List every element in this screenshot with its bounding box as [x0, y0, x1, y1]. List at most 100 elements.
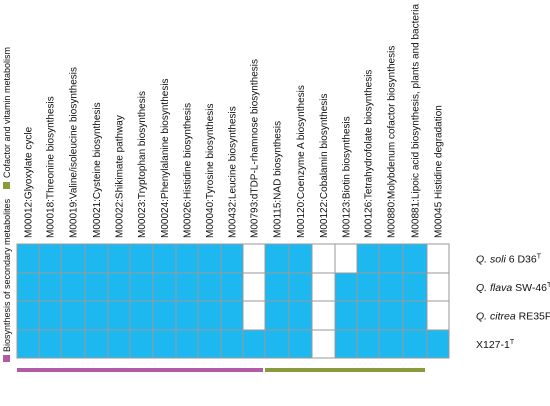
heatmap-cell: [378, 300, 404, 331]
column-label: M00019:Valine/isoleucine biosynthesis: [69, 67, 80, 238]
row-label: X127-1T: [476, 339, 515, 351]
heatmap-cell: [264, 243, 290, 274]
heatmap-cell: [107, 300, 131, 331]
heatmap-cell: [152, 300, 177, 331]
heatmap-cell: [197, 243, 222, 274]
heatmap-cell: [264, 300, 290, 331]
heatmap-cell: [152, 272, 177, 302]
heatmap-cell: [356, 300, 380, 331]
heatmap-cell: [16, 272, 40, 302]
heatmap-cell: [60, 272, 86, 302]
column-group-bar: [17, 368, 263, 372]
heatmap-cell: [264, 329, 290, 359]
heatmap-cell: [129, 300, 154, 331]
heatmap-cell: [288, 300, 313, 331]
heatmap-cell: [378, 243, 404, 274]
heatmap-cell: [16, 243, 40, 274]
heatmap-cell: [288, 272, 313, 302]
column-labels: M00012:Glyoxylate cycle M00018:Threonine …: [24, 4, 445, 238]
heatmap-cell: [334, 272, 358, 302]
heatmap-cell: [175, 329, 199, 359]
column-label: M00115:NAD biosynthesis: [273, 121, 284, 238]
legend-swatch-secondary-metabolites: [3, 355, 10, 362]
heatmap-cell: [311, 243, 336, 274]
heatmap-cell: [175, 272, 199, 302]
column-label: M00022:Shikimate pathway: [115, 115, 126, 238]
heatmap-cell: [426, 300, 450, 331]
heatmap-cell: [220, 300, 244, 331]
column-label: M00012:Glyoxylate cycle: [24, 126, 35, 238]
heatmap-cell: [107, 329, 131, 359]
row-label: Q. soli 6 D36T: [476, 254, 542, 266]
heatmap-cell: [129, 272, 154, 302]
row-label: Q. flava SW-46T: [476, 282, 550, 294]
heatmap-cell: [175, 300, 199, 331]
heatmap-cell: [288, 329, 313, 359]
column-label: M00432:Leucine biosynthesis: [228, 106, 239, 238]
heatmap-cell: [220, 243, 244, 274]
heatmap-cell: [426, 272, 450, 302]
column-group-bars: [17, 368, 425, 372]
heatmap-cell: [16, 329, 40, 359]
heatmap-cell: [197, 300, 222, 331]
heatmap-cell: [84, 300, 109, 331]
column-label: M00021:Cysteine biosynthesis: [92, 102, 103, 238]
heatmap-cell: [129, 329, 154, 359]
heatmap-cell: [152, 329, 177, 359]
heatmap-cell: [378, 329, 404, 359]
column-label: M00122:Cobalamin biosynthesis: [319, 93, 330, 238]
heatmap-cell: [356, 243, 380, 274]
heatmap-cell: [152, 243, 177, 274]
column-label: M00040:Tyrosine biosynthesis: [205, 103, 216, 238]
heatmap-cell: [129, 243, 154, 274]
heatmap-cell: [311, 329, 336, 359]
heatmap-cell: [107, 272, 131, 302]
heatmap-cells: [16, 243, 450, 359]
heatmap-cell: [334, 243, 358, 274]
column-label: M00018:Threonine biosynthesis: [46, 96, 57, 238]
heatmap-cell: [197, 329, 222, 359]
heatmap-cell: [311, 272, 336, 302]
heatmap-cell: [242, 272, 266, 302]
heatmap-cell: [197, 272, 222, 302]
column-label: M00023:Tryptophan biosynthesis: [137, 91, 148, 238]
column-label: M00024:Phenylalanine biosynthesis: [160, 78, 171, 238]
heatmap-cell: [175, 243, 199, 274]
legend-label-cofactor-vitamin: Cofactor and vitamin metabolism: [2, 47, 12, 178]
heatmap-cell: [220, 272, 244, 302]
column-label: M00123:Biotin biosynthesis: [342, 116, 353, 238]
row-label: Q. citrea RE35F/1T: [476, 311, 550, 323]
heatmap-cell: [38, 300, 62, 331]
heatmap-cell: [356, 329, 380, 359]
heatmap-cell: [426, 329, 450, 359]
heatmap-cell: [288, 243, 313, 274]
heatmap-cell: [334, 329, 358, 359]
legend-label-secondary-metabolites: Biosynthesis of secondary metabolites: [2, 198, 12, 352]
legend-swatch-cofactor-vitamin: [3, 182, 10, 189]
column-label: M00126:Tetrahydrofolate biosynthesis: [364, 70, 375, 238]
heatmap-cell: [38, 243, 62, 274]
column-label: M00793:dTDP-L-rhamnose biosynthesis: [250, 59, 261, 238]
heatmap-cell: [426, 243, 450, 274]
legend: Biosynthesis of secondary metabolites Co…: [2, 47, 12, 362]
heatmap-cell: [402, 329, 428, 359]
heatmap-cell: [242, 300, 266, 331]
column-label: M00881:Lipoic acid biosynthesis, plants …: [411, 4, 422, 238]
heatmap-cell: [60, 243, 86, 274]
heatmap-cell: [242, 243, 266, 274]
heatmap-cell: [356, 272, 380, 302]
column-label: M00026:Histidine biosynthesis: [183, 103, 194, 238]
column-label: M00120:Coenzyme A biosynthesis: [296, 85, 307, 238]
heatmap-cell: [242, 329, 266, 359]
heatmap-cell: [264, 272, 290, 302]
heatmap-cell: [378, 272, 404, 302]
heatmap-cell: [84, 243, 109, 274]
heatmap-cell: [311, 300, 336, 331]
heatmap-cell: [107, 243, 131, 274]
heatmap-cell: [402, 272, 428, 302]
column-label: M00045 Histidine degradation: [434, 105, 445, 238]
heatmap-cell: [60, 329, 86, 359]
heatmap-cell: [38, 272, 62, 302]
heatmap-cell: [220, 329, 244, 359]
